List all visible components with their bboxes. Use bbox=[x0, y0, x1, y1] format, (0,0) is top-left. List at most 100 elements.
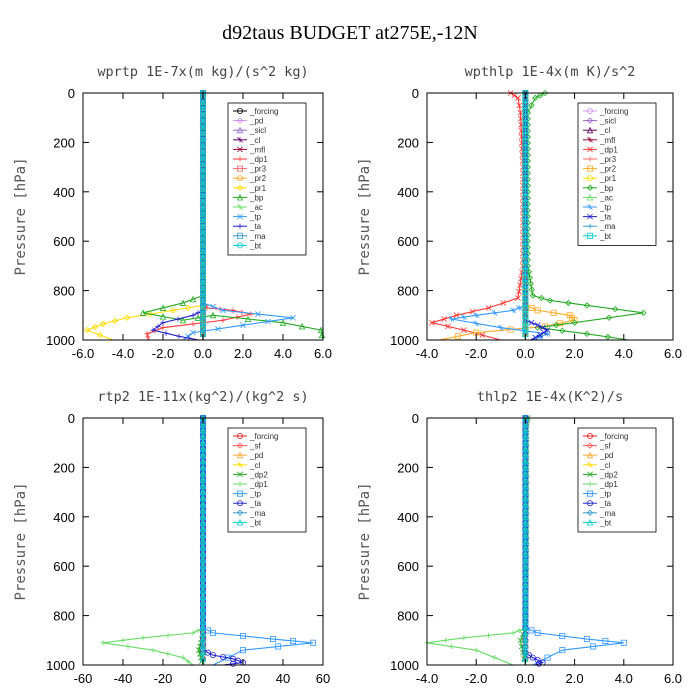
y-axis-label: Pressure [hPa] bbox=[357, 157, 373, 275]
x-tick-label: -6.0 bbox=[72, 346, 94, 361]
legend-label: _ma bbox=[249, 509, 266, 518]
x-tick-label: 6.0 bbox=[664, 346, 682, 361]
panel-title: thlp2 1E-4x(K^2)/s bbox=[477, 389, 623, 405]
x-tick-label: 6.0 bbox=[664, 671, 682, 686]
series-tp bbox=[448, 90, 551, 341]
y-tick-label: 1000 bbox=[46, 658, 75, 673]
series-ta bbox=[150, 90, 206, 341]
panel-title: wpthlp 1E-4x(m K)/s^2 bbox=[465, 64, 636, 80]
x-tick-label: 4.0 bbox=[274, 346, 292, 361]
x-tick-label: 0.0 bbox=[516, 346, 534, 361]
legend-label: _pd bbox=[249, 451, 263, 460]
y-tick-label: 200 bbox=[53, 460, 75, 475]
series-dp1 bbox=[424, 415, 528, 666]
legend-label: _ta bbox=[249, 499, 262, 508]
y-axis-label: Pressure [hPa] bbox=[13, 157, 29, 275]
x-tick-label: -4.0 bbox=[416, 671, 438, 686]
legend-label: _pr2 bbox=[249, 174, 267, 183]
legend-label: _sf bbox=[599, 442, 611, 451]
y-tick-label: 0 bbox=[68, 86, 75, 101]
series-dp1 bbox=[429, 90, 526, 341]
y-tick-label: 800 bbox=[53, 609, 75, 624]
chart-panel-2: wpthlp 1E-4x(m K)/s^2 Pressure [hPa] -4.0 -… bbox=[357, 64, 682, 361]
plot-frame bbox=[426, 417, 674, 666]
panel-title: wprtp 1E-7x(m kg)/(s^2 kg) bbox=[97, 64, 308, 80]
legend-label: _dp2 bbox=[599, 470, 618, 479]
y-tick-label: 800 bbox=[397, 609, 419, 624]
x-tick-label: -40 bbox=[114, 671, 133, 686]
y-tick-label: 1000 bbox=[46, 333, 75, 348]
x-tick-label: 0.0 bbox=[516, 671, 534, 686]
series-bt bbox=[522, 90, 529, 340]
chart-panel-4: thlp2 1E-4x(K^2)/s Pressure [hPa] -4.0 -2.0… bbox=[357, 389, 682, 686]
legend-box bbox=[227, 102, 307, 256]
x-tick-label: 6.0 bbox=[314, 346, 332, 361]
y-tick-label: 600 bbox=[53, 559, 75, 574]
y-axis-label: Pressure [hPa] bbox=[357, 482, 373, 600]
legend-label: _cl bbox=[249, 136, 260, 145]
legend-label: _dp2 bbox=[249, 470, 268, 479]
legend-label: _pd bbox=[249, 117, 263, 126]
y-tick-label: 400 bbox=[53, 510, 75, 525]
y-tick-label: 800 bbox=[53, 284, 75, 299]
legend: _forcing_sf_pd_cl_dp2_dp1_tp_ta_ma_bt bbox=[227, 427, 307, 533]
legend-label: _bt bbox=[599, 232, 612, 241]
legend-label: _sicl bbox=[249, 126, 266, 135]
legend-label: _forcing bbox=[599, 107, 628, 116]
x-tick-label: -20 bbox=[154, 671, 173, 686]
legend-label: _dp1 bbox=[599, 480, 618, 489]
x-tick-label: 20 bbox=[236, 671, 250, 686]
legend-label: _forcing bbox=[599, 432, 628, 441]
series-line bbox=[151, 93, 204, 341]
x-tick-label: 4.0 bbox=[615, 671, 633, 686]
x-tick-label: -2.0 bbox=[465, 671, 487, 686]
x-tick-label: -2.0 bbox=[152, 346, 174, 361]
x-tick-label: -60 bbox=[74, 671, 93, 686]
y-tick-label: 200 bbox=[53, 135, 75, 150]
x-tick-label: 0.0 bbox=[194, 346, 212, 361]
legend-label: _ma bbox=[249, 232, 266, 241]
legend-label: _ma bbox=[599, 222, 616, 231]
x-tick-label: 2.0 bbox=[234, 346, 252, 361]
x-tick-label: 0 bbox=[199, 671, 206, 686]
legend-label: _ta bbox=[599, 213, 612, 222]
x-tick-label: -4.0 bbox=[416, 346, 438, 361]
series-pr2 bbox=[439, 90, 578, 341]
y-tick-label: 1000 bbox=[390, 333, 419, 348]
legend-label: _tp bbox=[249, 213, 262, 222]
series-line bbox=[102, 418, 204, 666]
legend-label: _ta bbox=[249, 222, 262, 231]
legend-label: _mfl bbox=[249, 145, 265, 154]
legend-label: _bt bbox=[249, 241, 262, 250]
series-pr1 bbox=[83, 89, 207, 341]
y-tick-label: 0 bbox=[412, 86, 419, 101]
chart-panel-3: rtp2 1E-11x(kg^2)/(kg^2 s) Pressure [hPa]… bbox=[13, 389, 330, 686]
legend-label: _forcing bbox=[249, 432, 278, 441]
legend-label: _cl bbox=[249, 461, 260, 470]
legend-label: _pr2 bbox=[599, 165, 617, 174]
legend-label: _dp1 bbox=[249, 155, 268, 164]
y-tick-label: 400 bbox=[397, 510, 419, 525]
legend-label: _bp bbox=[599, 184, 614, 193]
legend: _forcing_pd_sicl_cl_mfl_dp1_pr3_pr2_pr1_… bbox=[227, 102, 307, 256]
legend-label: _pd bbox=[599, 451, 613, 460]
legend-label: _bt bbox=[249, 518, 262, 527]
y-tick-label: 600 bbox=[53, 234, 75, 249]
y-tick-label: 200 bbox=[397, 135, 419, 150]
legend-label: _pr3 bbox=[599, 155, 617, 164]
x-tick-label: 2.0 bbox=[566, 346, 584, 361]
series-bt bbox=[199, 414, 207, 665]
series-line bbox=[429, 92, 524, 341]
x-tick-label: 2.0 bbox=[566, 671, 584, 686]
y-tick-label: 400 bbox=[53, 185, 75, 200]
y-tick-label: 800 bbox=[397, 284, 419, 299]
legend-label: _forcing bbox=[249, 107, 278, 116]
x-tick-label: 4.0 bbox=[615, 346, 633, 361]
series-line bbox=[142, 93, 324, 341]
series-bt bbox=[199, 90, 206, 340]
figure-title: d92taus BUDGET at275E,-12N bbox=[222, 22, 478, 44]
y-axis-label: Pressure [hPa] bbox=[13, 482, 29, 600]
legend-label: _bt bbox=[599, 518, 612, 527]
y-tick-label: 0 bbox=[412, 411, 419, 426]
